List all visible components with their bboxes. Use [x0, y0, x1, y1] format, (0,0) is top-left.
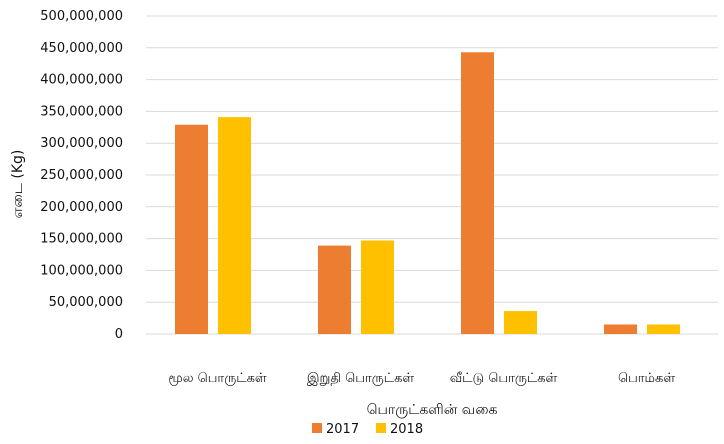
bar-2018 — [647, 324, 680, 334]
bar-2018 — [361, 240, 394, 334]
bar-2017 — [461, 52, 494, 334]
y-tick-label: 100,000,000 — [40, 263, 123, 278]
bar-2018 — [218, 117, 251, 335]
legend-swatch — [312, 423, 322, 433]
bar-2018 — [504, 311, 537, 334]
y-tick-label: 200,000,000 — [40, 200, 123, 215]
y-tick-label: 150,000,000 — [40, 232, 123, 247]
bar-2017 — [175, 124, 208, 334]
x-axis-categories: மூல பொருட்கள் இறுதி பொருட்கள் வீட்டு பொருட… — [168, 371, 675, 386]
legend: 2017 2018 — [312, 422, 423, 437]
y-tick-label: 250,000,000 — [40, 168, 123, 183]
y-tick-label: 500,000,000 — [40, 9, 123, 24]
y-tick-label: 400,000,000 — [40, 73, 123, 88]
bar-2017 — [318, 245, 351, 334]
legend-label: 2017 — [326, 422, 359, 437]
y-axis-ticks: 0 50,000,000 100,000,000 150,000,000 200,000… — [40, 9, 123, 342]
legend-label: 2018 — [390, 422, 423, 437]
x-category-label: வீட்டு பொருட்கள் — [450, 371, 558, 386]
y-tick-label: 450,000,000 — [40, 41, 123, 56]
bars — [175, 52, 680, 335]
x-category-label: மூல பொருட்கள் — [168, 371, 267, 386]
x-category-label: இறுதி பொருட்கள் — [307, 371, 415, 386]
y-tick-label: 0 — [115, 327, 123, 342]
bar-2017 — [604, 324, 637, 334]
x-axis-title: பொருட்களின் வகை — [367, 402, 498, 418]
y-axis-title: எடை (Kg) — [10, 150, 26, 219]
legend-swatch — [376, 423, 386, 433]
y-tick-label: 300,000,000 — [40, 136, 123, 151]
y-tick-label: 50,000,000 — [49, 295, 123, 310]
y-tick-label: 350,000,000 — [40, 104, 123, 119]
x-category-label: பொம்கள் — [618, 371, 675, 386]
